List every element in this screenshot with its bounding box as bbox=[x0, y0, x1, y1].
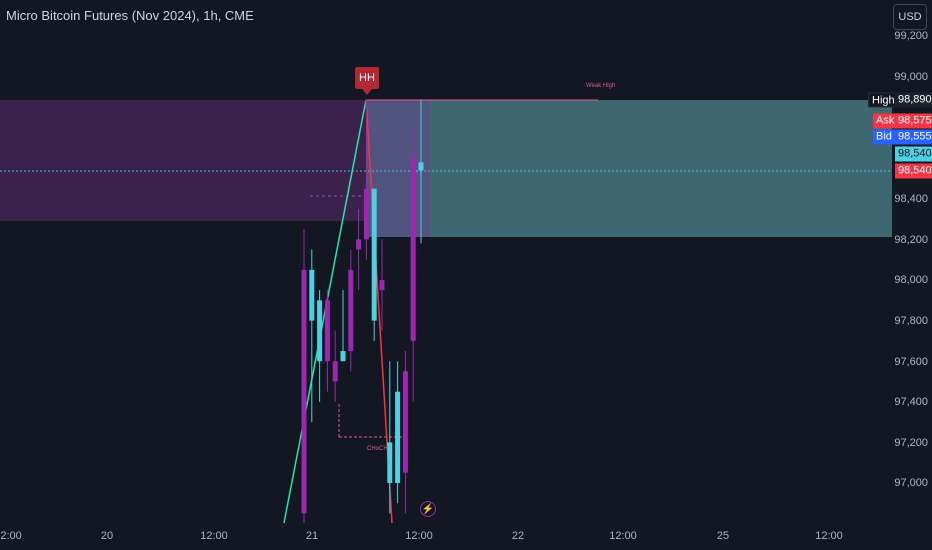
time-tick: 25 bbox=[716, 530, 730, 542]
price-tick: 97,000 bbox=[894, 477, 928, 489]
candle-body[interactable] bbox=[387, 442, 393, 483]
price-tick: 97,600 bbox=[894, 356, 928, 368]
currency-button[interactable]: USD bbox=[893, 4, 927, 30]
candle-body[interactable] bbox=[340, 351, 346, 362]
price-tick: 99,200 bbox=[894, 30, 928, 42]
candle-body[interactable] bbox=[395, 391, 401, 483]
time-tick: 20 bbox=[100, 530, 114, 542]
candle-body[interactable] bbox=[348, 269, 354, 352]
candle-body[interactable] bbox=[356, 239, 362, 250]
time-tick: 22 bbox=[511, 530, 525, 542]
hh-badge-pointer bbox=[362, 89, 372, 95]
time-tick: 12:00 bbox=[0, 530, 22, 542]
candle-body[interactable] bbox=[332, 361, 338, 382]
price-tick: 97,800 bbox=[894, 315, 928, 327]
teal-zone bbox=[430, 100, 892, 237]
price-tick: 97,200 bbox=[894, 437, 928, 449]
time-tick: 21 bbox=[305, 530, 319, 542]
time-tick: 12:00 bbox=[200, 530, 228, 542]
candle-body[interactable] bbox=[379, 280, 385, 291]
candles-group bbox=[301, 99, 424, 523]
time-tick: 12:00 bbox=[815, 530, 843, 542]
price-tick: 99,000 bbox=[894, 71, 928, 83]
hh-badge: HH bbox=[355, 67, 379, 89]
chart-canvas[interactable]: Micro Bitcoin Futures (Nov 2024), 1h, CM… bbox=[0, 0, 892, 523]
candle-body[interactable] bbox=[418, 162, 424, 171]
candle-body[interactable] bbox=[317, 300, 323, 362]
last-price-label: 98,540 bbox=[895, 163, 932, 179]
candle-body[interactable] bbox=[363, 188, 369, 240]
weak-high-label: Weak High bbox=[586, 83, 616, 89]
candle-body[interactable] bbox=[301, 269, 307, 514]
current-price-label: 98,540 bbox=[895, 146, 932, 162]
ask-name-label: Ask bbox=[873, 113, 898, 129]
high-price-label: 98,890 bbox=[895, 92, 932, 108]
bid-price-label: 98,555 bbox=[895, 129, 932, 145]
choch-label: CHoCH bbox=[367, 446, 388, 452]
price-tick: 97,400 bbox=[894, 396, 928, 408]
symbol-title[interactable]: Micro Bitcoin Futures (Nov 2024), 1h, CM… bbox=[6, 8, 254, 23]
purple-supply-zone bbox=[0, 100, 366, 221]
time-tick: 12:00 bbox=[405, 530, 433, 542]
candle-body[interactable] bbox=[371, 188, 377, 321]
price-tick: 98,200 bbox=[894, 234, 928, 246]
time-axis[interactable]: 12:00 20 12:00 21 12:00 22 12:00 25 12:0… bbox=[0, 523, 892, 550]
price-tick: 98,400 bbox=[894, 193, 928, 205]
high-name-label: High bbox=[868, 92, 899, 108]
flash-icon[interactable]: ⚡ bbox=[420, 501, 436, 517]
price-tick: 98,000 bbox=[894, 274, 928, 286]
candle-body[interactable] bbox=[324, 300, 330, 362]
time-tick: 12:00 bbox=[609, 530, 637, 542]
bid-name-label: Bid bbox=[873, 129, 895, 145]
candle-body[interactable] bbox=[402, 371, 408, 473]
price-chart[interactable] bbox=[0, 0, 892, 523]
ask-price-label: 98,575 bbox=[895, 113, 932, 129]
candle-body[interactable] bbox=[309, 269, 315, 321]
candle-body[interactable] bbox=[410, 158, 416, 341]
price-axis[interactable]: 99,200 99,000 98,400 98,200 98,000 97,80… bbox=[892, 0, 932, 523]
